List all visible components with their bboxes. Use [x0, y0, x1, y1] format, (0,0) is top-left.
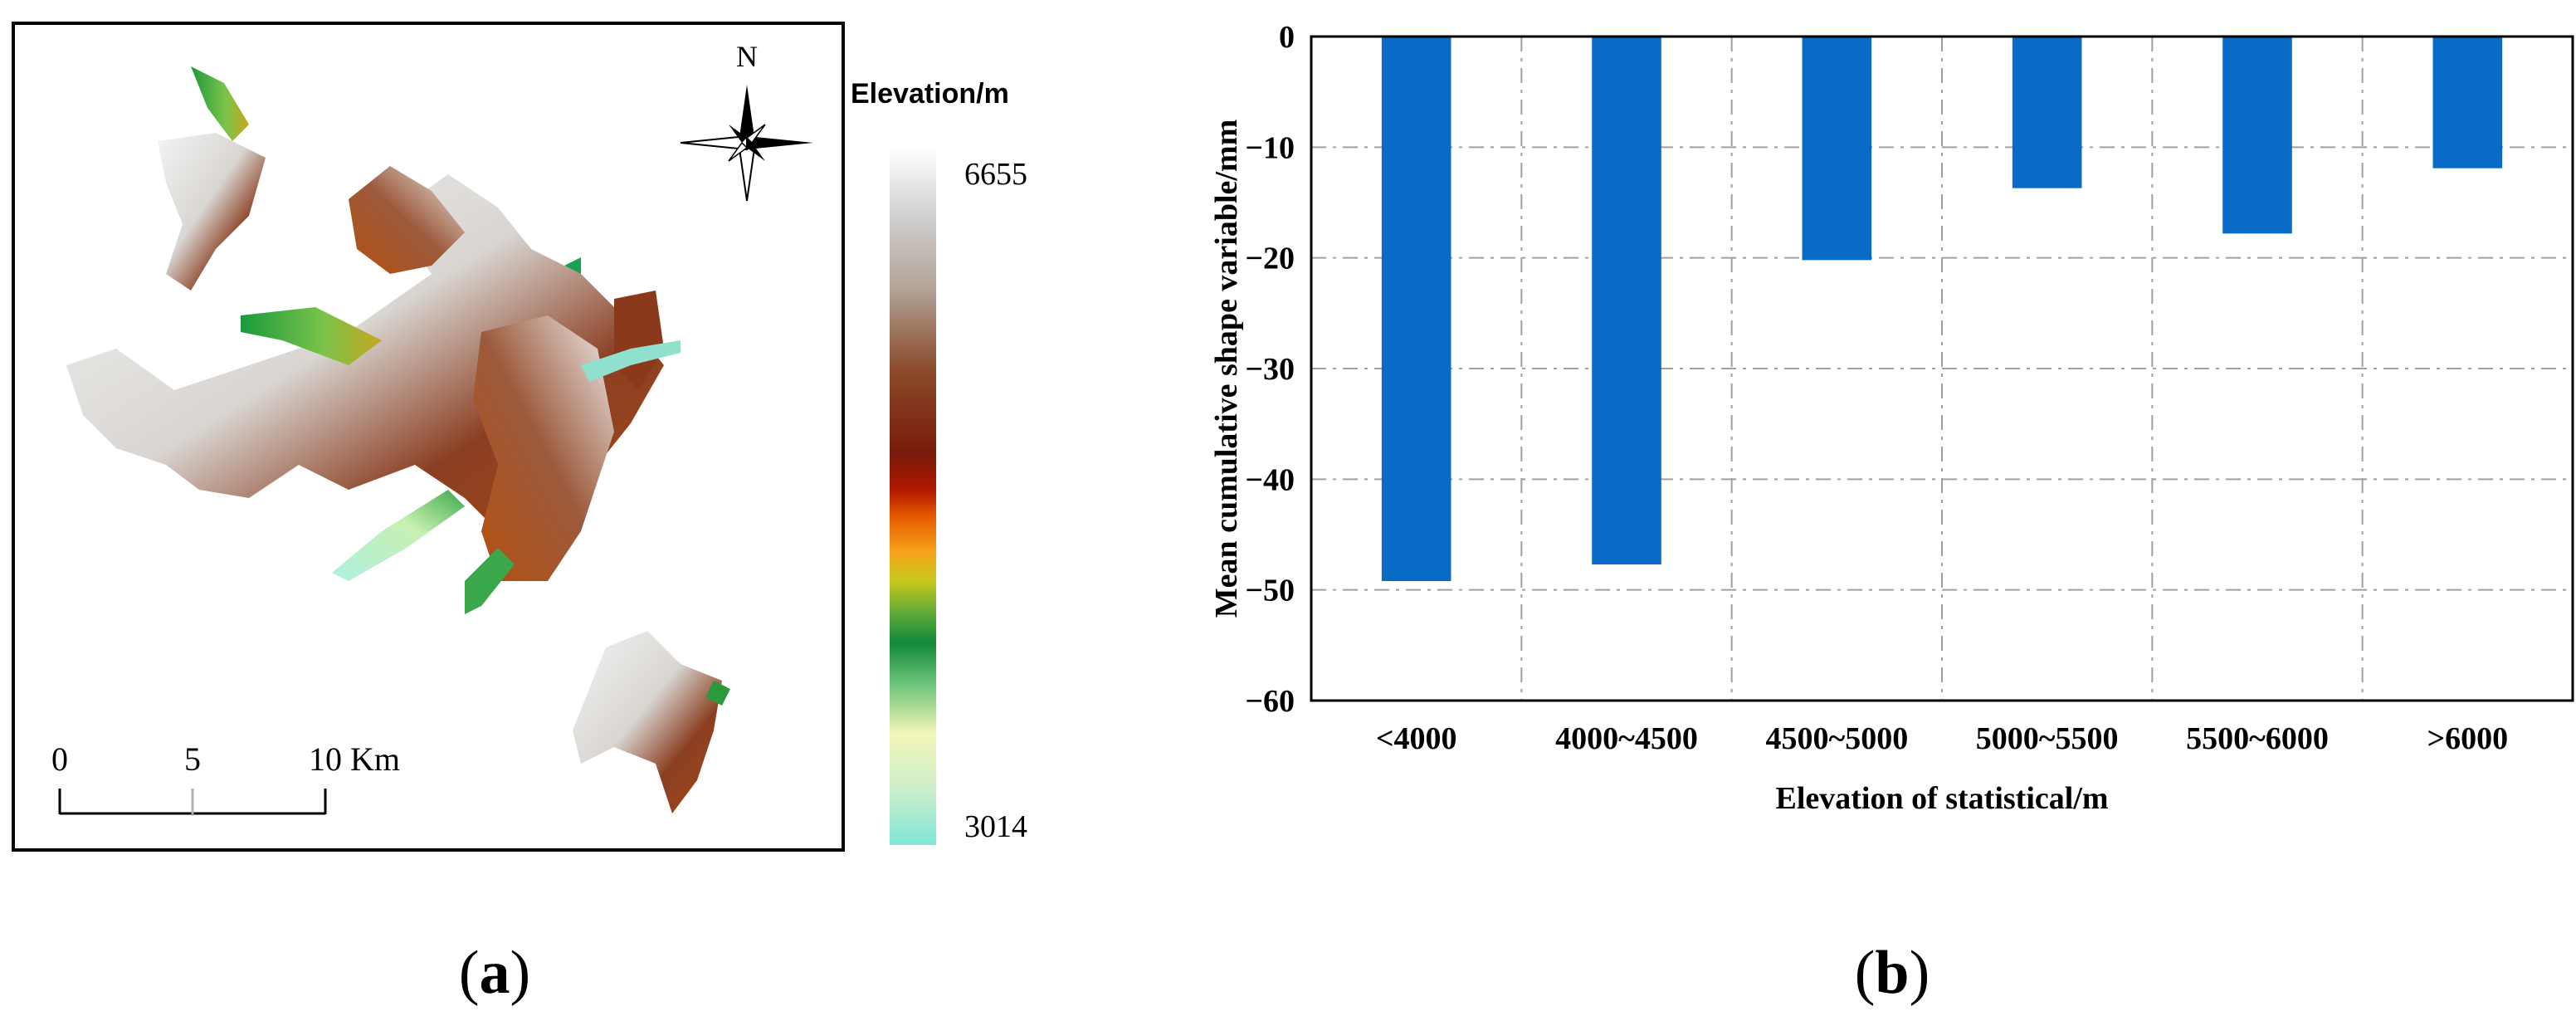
- y-axis-ticks: 0 −10 −20 −30 −40 −50 −60: [1245, 20, 1295, 719]
- glacier-terrain: [66, 66, 730, 813]
- panel-a-label: (a): [459, 939, 530, 1007]
- x-axis-ticks: <4000 4000~4500 4500~5000 5000~5500 5500~600…: [1376, 721, 2508, 756]
- x-axis-title: Elevation of statistical/m: [1775, 781, 2108, 816]
- bar-4: [2012, 37, 2082, 188]
- x-tick-label: >6000: [2427, 721, 2509, 756]
- bar-5: [2222, 37, 2292, 234]
- north-label: N: [736, 40, 758, 73]
- north-arrow-icon: [680, 85, 813, 202]
- y-tick-label: −60: [1245, 684, 1295, 719]
- panel-b-label: (b): [1855, 939, 1930, 1007]
- y-tick-label: −20: [1245, 242, 1295, 276]
- y-tick-label: −30: [1245, 352, 1295, 387]
- elevation-colorbar: [890, 148, 936, 845]
- legend-title: Elevation/m: [851, 78, 1009, 110]
- scale-unit: Km: [350, 740, 400, 778]
- chart-bars: [1381, 37, 2503, 581]
- y-axis-title: Mean cumulative shape variable/mm: [1209, 120, 1244, 618]
- y-tick-label: −50: [1245, 574, 1295, 608]
- plot-frame: [1310, 35, 2574, 702]
- x-tick-label: <4000: [1376, 721, 1457, 756]
- scale-bar: [58, 789, 327, 815]
- y-tick-label: −10: [1245, 130, 1295, 165]
- scale-tick-0: 0: [51, 740, 68, 778]
- x-tick-label: 4500~5000: [1765, 721, 1908, 756]
- scale-tick-5: 5: [184, 740, 201, 778]
- legend-max: 6655: [964, 157, 1027, 192]
- scale-tick-10: 10: [309, 740, 342, 778]
- y-tick-label: 0: [1279, 20, 1295, 55]
- legend-min: 3014: [964, 809, 1027, 844]
- x-tick-label: 5000~5500: [1976, 721, 2119, 756]
- bar-6: [2432, 37, 2503, 169]
- panel-a-letter: a: [480, 939, 510, 1007]
- x-tick-label: 5500~6000: [2186, 721, 2329, 756]
- y-tick-label: −40: [1245, 462, 1295, 497]
- bar-2: [1592, 37, 1661, 564]
- x-tick-label: 4000~4500: [1555, 721, 1698, 756]
- bar-3: [1802, 37, 1872, 261]
- panel-b-letter: b: [1875, 939, 1909, 1007]
- chart-gridlines: [1311, 37, 2573, 701]
- bar-1: [1381, 37, 1451, 581]
